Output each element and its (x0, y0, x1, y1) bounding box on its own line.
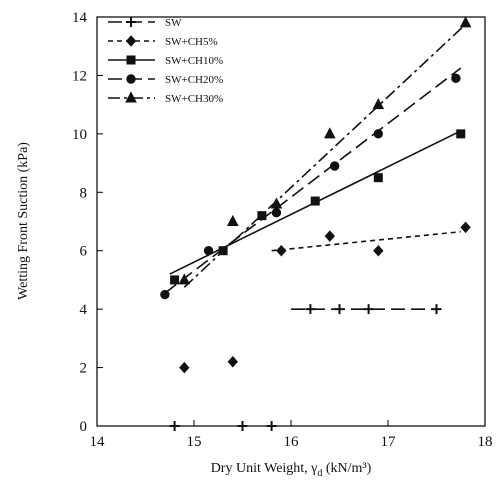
axis-ticks: 14 15 16 17 18 0 2 4 6 8 10 12 14 (72, 10, 493, 450)
x-tick-label: 17 (381, 434, 397, 450)
legend-label-sw-ch5: SW+CH5% (165, 36, 218, 48)
x-axis-title-subscript: d (317, 468, 322, 479)
legend-marker-sw-ch30 (125, 91, 137, 103)
data-point-sw-ch10 (373, 173, 383, 183)
data-point-sw-ch30 (270, 197, 283, 209)
legend: SW SW+CH5% SW+CH10% SW+CH20% SW+CH30% (108, 17, 223, 105)
y-tick-label: 12 (72, 68, 87, 84)
data-point-sw-ch30 (372, 98, 385, 110)
data-point-sw-ch20 (373, 129, 383, 139)
data-point-sw-ch5 (227, 355, 238, 368)
data-point-sw-ch20 (451, 73, 461, 84)
data-point-sw (431, 304, 442, 315)
data-point-sw-ch20 (271, 208, 282, 218)
data-point-sw-ch5 (373, 244, 384, 257)
data-point-sw-ch10 (257, 211, 267, 221)
data-point-sw-ch30 (178, 273, 191, 285)
x-tick-label: 16 (284, 434, 300, 450)
data-point-sw-ch10 (310, 196, 320, 206)
x-tick-label: 18 (478, 434, 493, 450)
legend-marker-sw-ch10 (126, 55, 136, 65)
data-point-sw-ch10 (218, 246, 228, 256)
x-axis-title-unit: (kN/m³) (322, 461, 371, 476)
data-point-sw-ch30 (459, 16, 472, 28)
y-tick-label: 6 (80, 244, 88, 260)
data-points (160, 16, 472, 431)
y-tick-label: 2 (80, 361, 88, 377)
data-point-sw-ch20 (329, 161, 340, 171)
data-point-sw-ch30 (226, 214, 239, 226)
trend-line-sw-ch5 (271, 230, 461, 252)
data-point-sw (237, 421, 248, 431)
legend-label-sw-ch30: SW+CH30% (165, 93, 223, 105)
legend-label-sw-ch20: SW+CH20% (165, 74, 223, 86)
legend-marker-sw-ch5 (125, 35, 137, 47)
x-axis-title-main: Dry Unit Weight, γ (211, 461, 318, 476)
data-point-sw (169, 421, 180, 431)
y-axis-title: Wetting Front Suction (kPa) (16, 142, 31, 300)
y-tick-label: 10 (72, 127, 87, 143)
data-point-sw (266, 421, 277, 431)
x-axis-title: Dry Unit Weight, γd (kN/m³) (211, 461, 372, 479)
plot-frame (96, 16, 486, 427)
y-tick-label: 0 (80, 419, 88, 435)
legend-label-sw-ch10: SW+CH10% (165, 55, 223, 67)
y-tick-label: 14 (72, 10, 88, 26)
data-point-sw-ch20 (203, 246, 214, 256)
data-point-sw (363, 304, 374, 315)
x-tick-label: 14 (90, 434, 106, 450)
y-tick-label: 4 (80, 302, 88, 318)
data-point-sw (334, 304, 345, 315)
x-tick-label: 15 (187, 434, 202, 450)
data-point-sw-ch5 (276, 244, 287, 257)
trend-line-sw-ch20 (164, 67, 462, 294)
data-point-sw-ch10 (170, 275, 180, 285)
data-point-sw-ch5 (179, 361, 190, 374)
legend-marker-sw-ch20 (126, 74, 136, 84)
legend-label-sw: SW (165, 17, 182, 29)
data-point-sw-ch30 (323, 127, 336, 139)
data-point-sw-ch20 (160, 289, 170, 300)
data-point-sw (305, 304, 316, 315)
y-tick-label: 8 (80, 185, 88, 201)
trend-lines (164, 23, 467, 310)
trend-line-sw-ch30 (183, 23, 467, 288)
data-point-sw-ch5 (324, 230, 335, 242)
data-point-sw-ch5 (460, 221, 471, 234)
data-point-sw-ch10 (456, 129, 466, 139)
legend-marker-sw (126, 17, 136, 27)
